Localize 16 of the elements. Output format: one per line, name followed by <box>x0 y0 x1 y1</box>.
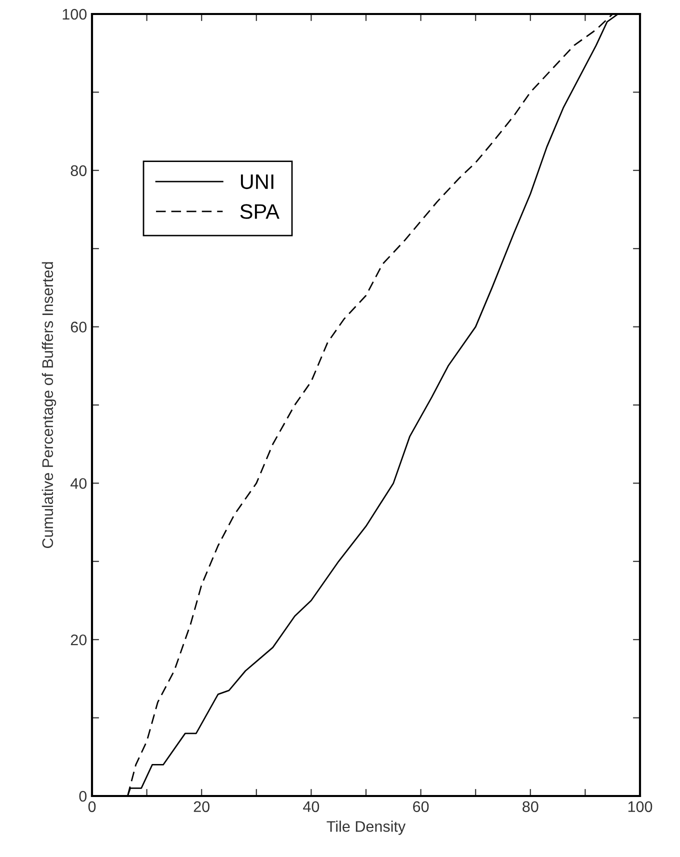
legend-label: UNI <box>240 174 274 190</box>
x-axis-title: Tile Density <box>326 820 406 835</box>
x-tick-label: 60 <box>413 801 429 812</box>
x-tick-label: 0 <box>88 801 96 812</box>
y-tick-label: 0 <box>79 790 87 802</box>
y-axis-title: Cumulative Percentage of Buffers Inserted <box>42 262 56 548</box>
y-tick-label: 60 <box>70 322 87 332</box>
y-tick-label: 100 <box>62 8 87 20</box>
y-tick-label: 40 <box>70 478 87 489</box>
x-tick-label: 20 <box>194 801 210 812</box>
x-tick-label: 40 <box>303 801 320 812</box>
x-tick-label: 100 <box>628 801 652 812</box>
legend-label: SPA <box>240 204 280 219</box>
y-tick-label: 20 <box>70 634 87 646</box>
x-tick-label: 80 <box>522 801 538 812</box>
y-tick-label: 80 <box>70 165 87 176</box>
